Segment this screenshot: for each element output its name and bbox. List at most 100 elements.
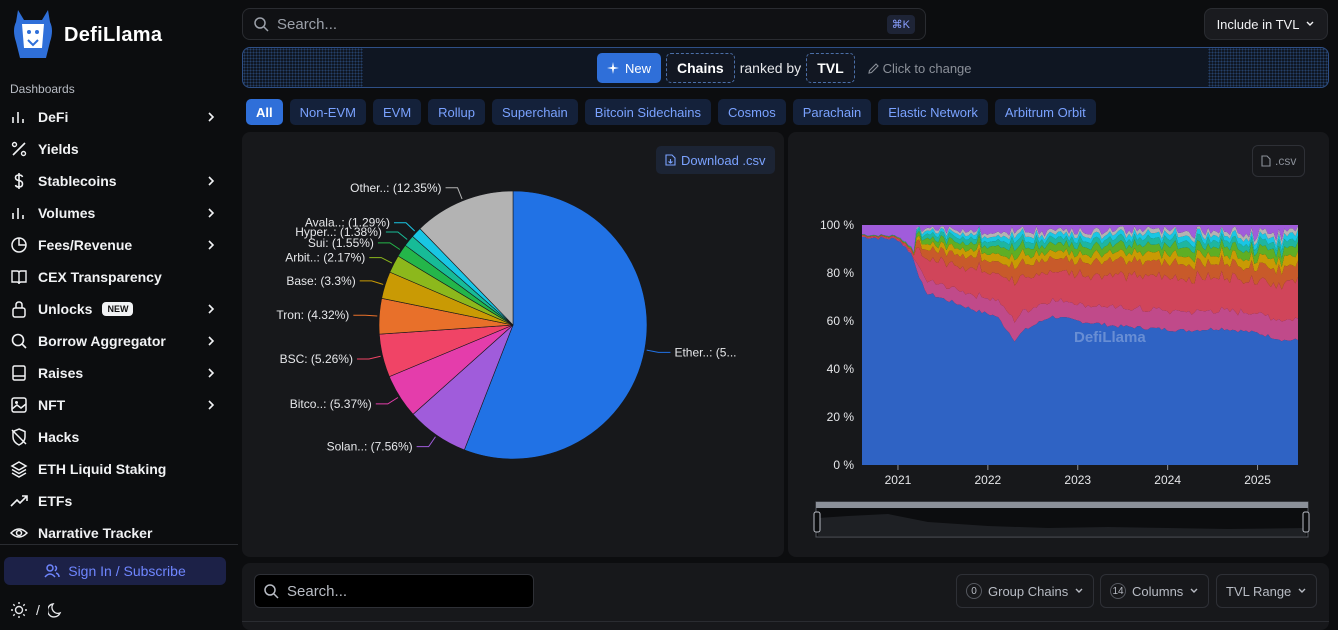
- entity-selector[interactable]: Chains: [666, 53, 735, 83]
- area-series[interactable]: [862, 226, 1298, 253]
- area-series[interactable]: [862, 230, 1298, 268]
- global-search[interactable]: Search... ⌘K: [242, 8, 926, 40]
- area-series[interactable]: [862, 236, 1298, 342]
- banner-pattern-right: [1208, 48, 1328, 87]
- file-icon: [1261, 155, 1271, 167]
- tab-arbitrum-orbit[interactable]: Arbitrum Orbit: [994, 99, 1096, 125]
- y-tick-label: 40 %: [827, 362, 855, 376]
- sidebar-item-stablecoins[interactable]: Stablecoins: [0, 165, 238, 197]
- sign-in-button[interactable]: Sign In / Subscribe: [4, 557, 226, 585]
- dashboards-label: Dashboards: [10, 82, 75, 96]
- sidebar-item-fees-revenue[interactable]: Fees/Revenue: [0, 229, 238, 261]
- tab-evm[interactable]: EVM: [372, 99, 422, 125]
- global-search-placeholder: Search...: [277, 15, 338, 33]
- logo[interactable]: DefiLlama: [10, 8, 162, 62]
- search-icon: [264, 584, 279, 599]
- ranked-by-text: ranked by: [739, 60, 802, 76]
- area-series[interactable]: [862, 225, 1298, 252]
- pie-slice-label: Base: (3.3%): [286, 274, 355, 288]
- sidebar-item-label: Hacks: [38, 429, 80, 445]
- chevron-right-icon: [208, 240, 215, 250]
- sidebar-item-narrative-tracker[interactable]: Narrative Tracker: [0, 517, 238, 549]
- sidebar-item-label: Stablecoins: [38, 173, 117, 189]
- range-brush-handle[interactable]: [1302, 511, 1310, 533]
- tab-parachain[interactable]: Parachain: [792, 99, 872, 125]
- y-tick-label: 20 %: [827, 410, 855, 424]
- chevron-down-icon: [1298, 588, 1306, 593]
- pie-slice-label: Tron: (4.32%): [276, 308, 349, 322]
- sidebar-item-unlocks[interactable]: Unlocks NEW: [0, 293, 238, 325]
- layers-icon: [10, 460, 28, 478]
- range-brush-bar[interactable]: [816, 502, 1308, 508]
- sidebar-item-etfs[interactable]: ETFs: [0, 485, 238, 517]
- pie-label-leader: [385, 231, 408, 240]
- sidebar-item-label: Yields: [38, 141, 79, 157]
- pie-label-leader: [353, 314, 378, 317]
- pie-slice[interactable]: [419, 190, 514, 326]
- table-search-input[interactable]: Search...: [254, 574, 534, 608]
- bar-chart-icon: [10, 204, 28, 222]
- pie-label-leader: [356, 355, 381, 360]
- y-tick-label: 100 %: [820, 218, 854, 232]
- tab-cosmos[interactable]: Cosmos: [718, 99, 786, 125]
- sidebar-item-nft[interactable]: NFT: [0, 389, 238, 421]
- range-brush-handle[interactable]: [813, 511, 821, 533]
- sidebar-item-cex-transparency[interactable]: CEX Transparency: [0, 261, 238, 293]
- x-tick-label: 2022: [975, 473, 1002, 487]
- tab-non-evm[interactable]: Non-EVM: [289, 99, 366, 125]
- sidebar-nav: DeFi Yields Stablecoins Volumes Fees/Revenue…: [0, 101, 238, 549]
- chevron-right-icon: [208, 304, 215, 314]
- tab-superchain[interactable]: Superchain: [492, 99, 578, 125]
- pie-slice-label: BSC: (5.26%): [280, 352, 353, 366]
- chevron-right-icon: [208, 112, 215, 122]
- csv-button[interactable]: .csv: [1252, 145, 1306, 177]
- area-chart-panel: .csv 100 % 80 % 60 % 40 % 20 % 0 % 2021 2022 202…: [788, 132, 1329, 557]
- tab-all[interactable]: All: [246, 99, 283, 125]
- sidebar-item-label: Narrative Tracker: [38, 525, 153, 541]
- chart-watermark: DefiLlama: [1074, 329, 1146, 346]
- moon-icon[interactable]: [47, 602, 64, 618]
- area-series[interactable]: [862, 235, 1298, 290]
- notebook-icon: [10, 364, 28, 382]
- sidebar-item-raises[interactable]: Raises: [0, 357, 238, 389]
- tab-elastic-network[interactable]: Elastic Network: [878, 99, 988, 125]
- area-series[interactable]: [862, 236, 1298, 465]
- bar-chart-icon: [10, 108, 28, 126]
- sidebar-item-hacks[interactable]: Hacks: [0, 421, 238, 453]
- sidebar-item-eth-liquid-staking[interactable]: ETH Liquid Staking: [0, 453, 238, 485]
- table-header-divider: [242, 621, 1329, 630]
- sidebar-item-defi[interactable]: DeFi: [0, 101, 238, 133]
- area-series[interactable]: [862, 227, 1298, 259]
- search-icon: [10, 332, 28, 350]
- pie-slice-label: Solan..: (7.56%): [327, 440, 413, 454]
- tab-bitcoin-sidechains[interactable]: Bitcoin Sidechains: [584, 99, 712, 125]
- metric-selector[interactable]: TVL: [806, 53, 855, 83]
- sun-icon[interactable]: [10, 601, 28, 619]
- x-tick-label: 2021: [885, 473, 912, 487]
- sidebar-item-yields[interactable]: Yields: [0, 133, 238, 165]
- theme-toggle[interactable]: /: [10, 601, 64, 619]
- tvl-range-dropdown[interactable]: TVL Range: [1216, 574, 1318, 608]
- image-icon: [10, 396, 28, 414]
- llama-logo-icon: [14, 10, 52, 58]
- download-csv-button[interactable]: Download .csv: [656, 146, 775, 174]
- columns-dropdown[interactable]: 14 Columns: [1100, 574, 1210, 608]
- sidebar-item-label: ETFs: [38, 493, 73, 509]
- new-button[interactable]: New: [597, 53, 662, 83]
- y-tick-label: 60 %: [827, 314, 855, 328]
- chevron-down-icon: [1075, 588, 1083, 593]
- include-in-tvl-dropdown[interactable]: Include in TVL: [1204, 8, 1328, 40]
- pie-slice[interactable]: [463, 190, 648, 460]
- pie-chart-icon: [10, 236, 28, 254]
- group-chains-dropdown[interactable]: 0 Group Chains: [956, 574, 1095, 608]
- theme-separator: /: [36, 602, 40, 618]
- area-series[interactable]: [862, 234, 1298, 276]
- area-series[interactable]: [862, 226, 1298, 253]
- group-chains-label: Group Chains: [988, 583, 1069, 599]
- tab-rollup[interactable]: Rollup: [428, 99, 486, 125]
- area-series[interactable]: [862, 235, 1298, 323]
- sidebar-item-volumes[interactable]: Volumes: [0, 197, 238, 229]
- sign-in-label: Sign In / Subscribe: [68, 563, 186, 579]
- sidebar-item-borrow-aggregator[interactable]: Borrow Aggregator: [0, 325, 238, 357]
- pencil-icon: [867, 62, 879, 74]
